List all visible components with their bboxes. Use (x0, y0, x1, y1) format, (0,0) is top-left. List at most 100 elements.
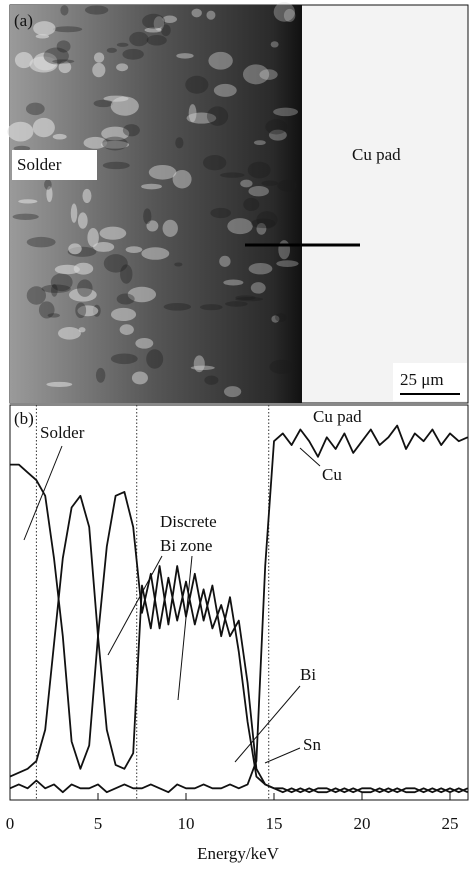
texture-blob (273, 107, 299, 117)
texture-blob (46, 185, 53, 203)
texture-blob (33, 52, 58, 71)
texture-blob (116, 42, 129, 47)
texture-blob (99, 226, 127, 240)
texture-blob (102, 161, 130, 170)
texture-blob (161, 24, 171, 37)
panel-label: (b) (14, 409, 34, 428)
texture-blob (103, 254, 128, 273)
texture-blob (120, 264, 133, 284)
leader-line (299, 447, 321, 467)
texture-blob (153, 16, 165, 31)
texture-blob (47, 313, 60, 318)
annotation: Bi (300, 665, 316, 684)
texture-blob (250, 282, 266, 294)
texture-blob (256, 222, 267, 235)
texture-blob (242, 64, 270, 85)
texture-blob (131, 371, 148, 385)
texture-blob (235, 295, 256, 301)
chart: 0 5 10 15 20 25 Energy/keV (b) Cu pad Solder Discr… (6, 404, 469, 863)
texture-blob (163, 302, 192, 311)
texture-blob (25, 102, 45, 116)
texture-blob (248, 262, 273, 275)
texture-blob (141, 183, 162, 190)
data-line (9, 494, 468, 794)
texture-blob (269, 359, 294, 374)
annotation: Solder (40, 423, 85, 442)
texture-blob (146, 349, 164, 369)
texture-blob (119, 324, 134, 335)
texture-blob (185, 75, 209, 94)
leader-line (264, 747, 301, 764)
texture-blob (188, 104, 197, 123)
solder-region (10, 5, 302, 403)
texture-blob (102, 136, 128, 151)
texture-blob (51, 284, 58, 297)
texture-blob (268, 129, 287, 141)
texture-blob (240, 179, 253, 188)
annotation: Bi zone (160, 536, 212, 555)
texture-blob (176, 53, 194, 59)
texture-blob (235, 296, 264, 302)
texture-blob (87, 227, 99, 248)
texture-blob (223, 386, 242, 398)
texture-blob (122, 124, 140, 137)
texture-blob (95, 367, 106, 383)
texture-blob (206, 10, 216, 20)
texture-blob (100, 140, 130, 149)
texture-blob (93, 52, 105, 63)
texture-blob (259, 69, 278, 80)
texture-blob (43, 47, 69, 65)
texture-blob (77, 279, 93, 297)
texture-blob (200, 304, 223, 311)
texture-blob (256, 211, 278, 229)
texture-blob (38, 301, 55, 319)
texture-blob (12, 213, 39, 220)
annotation: Cu pad (313, 407, 362, 426)
texture-blob (68, 243, 82, 255)
texture-blob (204, 375, 219, 385)
texture-blob (275, 313, 287, 322)
region-label: Cu pad (352, 145, 401, 164)
texture-blob (56, 40, 71, 53)
texture-blob (135, 337, 154, 349)
texture-blob (273, 2, 295, 22)
texture-blob (32, 117, 55, 138)
texture-blob (253, 140, 266, 146)
texture (7, 2, 299, 398)
texture-blob (162, 15, 178, 23)
texture-blob (243, 197, 260, 211)
texture-blob (93, 99, 114, 108)
texture-blob (175, 137, 184, 149)
texture-blob (210, 207, 231, 219)
texture-blob (78, 327, 86, 333)
x-axis-title: Energy/keV (197, 844, 280, 863)
texture-blob (75, 302, 87, 319)
texture-blob (33, 21, 56, 36)
texture-blob (172, 169, 192, 189)
texture-blob (142, 13, 166, 29)
texture-blob (190, 365, 215, 371)
texture-blob (18, 199, 38, 204)
micrograph: (a) Solder Cu pad 25 μm (7, 2, 469, 404)
texture-blob (7, 121, 34, 142)
texture-blob (110, 307, 137, 322)
annotation: Discrete (160, 512, 217, 531)
texture-blob (84, 5, 109, 15)
texture-blob (70, 203, 78, 223)
texture-blob (261, 180, 278, 186)
texture-blob (77, 305, 99, 317)
texture-blob (110, 353, 138, 365)
texture-blob (219, 255, 231, 267)
texture-blob (186, 112, 217, 124)
texture-blob (110, 96, 139, 116)
texture-blob (125, 246, 143, 254)
texture-blob (101, 126, 130, 141)
texture-blob (14, 51, 34, 69)
texture-blob (278, 240, 291, 260)
leader-line (107, 555, 163, 656)
x-tick-label: 0 (6, 814, 15, 833)
x-tick-label: 20 (354, 814, 371, 833)
texture-blob (52, 59, 75, 64)
